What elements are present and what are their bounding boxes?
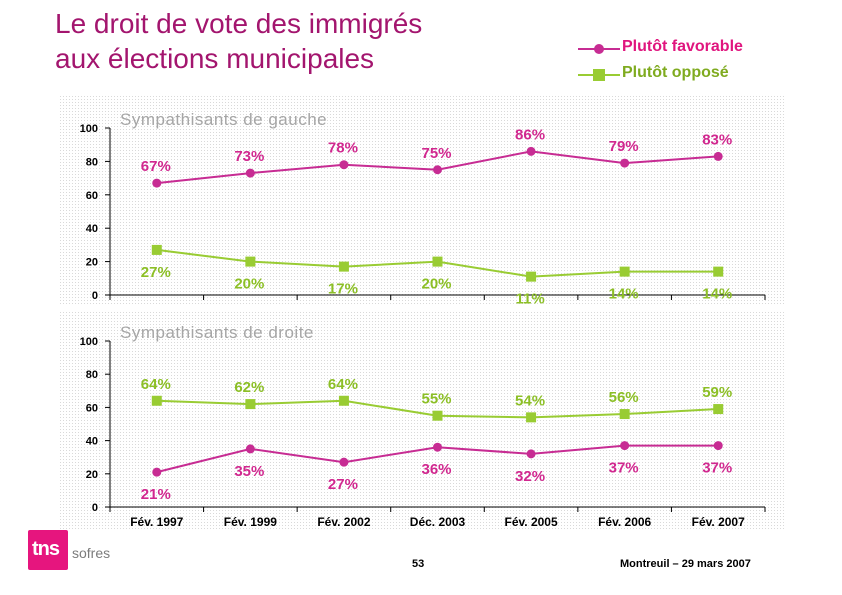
data-label-favorable: 35% <box>234 463 264 480</box>
y-tick-label: 0 <box>92 502 98 514</box>
title-line-2: aux élections municipales <box>55 43 375 74</box>
data-point-favorable <box>245 444 255 454</box>
data-label-oppose: 11% <box>515 291 544 308</box>
data-point-favorable <box>713 441 723 451</box>
data-label-oppose: 20% <box>421 276 451 293</box>
data-label-favorable: 79% <box>609 138 639 155</box>
x-category-label: Fév. 1997 <box>130 515 183 529</box>
legend-label-oppose: Plutôt opposé <box>622 64 729 81</box>
data-point-favorable <box>433 165 442 175</box>
y-tick-label: 40 <box>86 223 98 235</box>
data-point-oppose <box>432 410 443 421</box>
data-label-oppose: 17% <box>328 281 358 298</box>
data-label-oppose: 27% <box>141 264 171 281</box>
data-label-favorable: 75% <box>421 145 451 162</box>
x-category-label: Fév. 2005 <box>504 515 557 529</box>
data-label-favorable: 32% <box>515 468 545 485</box>
logo-tns-mark: tns <box>28 530 68 570</box>
y-tick-label: 100 <box>80 123 98 135</box>
data-label-favorable: 86% <box>515 126 545 143</box>
data-label-oppose: 56% <box>609 389 639 406</box>
data-point-oppose <box>151 395 162 406</box>
data-label-favorable: 37% <box>609 460 639 477</box>
data-point-favorable <box>152 178 162 188</box>
data-label-oppose: 54% <box>515 392 545 409</box>
chart-panel-background <box>60 312 785 530</box>
data-point-favorable <box>620 158 630 168</box>
data-label-favorable: 36% <box>421 461 451 478</box>
legend-marker-favorable <box>578 44 620 54</box>
logo-sofres-text: sofres <box>72 545 111 561</box>
x-category-label: Fév. 2006 <box>598 515 651 529</box>
data-point-favorable <box>526 146 536 156</box>
legend-marker-oppose <box>578 69 620 81</box>
data-point-oppose <box>151 244 162 255</box>
data-point-favorable <box>620 441 630 451</box>
data-label-oppose: 14% <box>702 286 732 303</box>
y-tick-label: 60 <box>86 402 98 414</box>
data-point-favorable <box>433 442 442 452</box>
data-label-oppose: 14% <box>609 286 639 303</box>
data-point-favorable <box>152 467 162 477</box>
data-point-oppose <box>245 256 256 267</box>
x-category-label: Fév. 2002 <box>317 515 370 529</box>
data-label-oppose: 64% <box>141 376 171 393</box>
logo-tns-text: tns <box>32 538 60 560</box>
x-category-label: Déc. 2003 <box>410 515 466 529</box>
legend-label-favorable: Plutôt favorable <box>622 38 743 55</box>
data-point-favorable <box>245 168 255 178</box>
y-tick-label: 60 <box>86 190 98 202</box>
data-label-favorable: 83% <box>702 131 732 148</box>
data-label-favorable: 37% <box>702 460 732 477</box>
data-label-favorable: 78% <box>328 140 358 157</box>
data-point-favorable <box>526 449 536 459</box>
data-point-oppose <box>432 256 443 267</box>
y-tick-label: 80 <box>86 369 98 381</box>
data-label-oppose: 55% <box>421 391 451 408</box>
data-point-oppose <box>526 412 537 423</box>
data-label-favorable: 73% <box>234 148 264 165</box>
data-point-favorable <box>713 151 723 161</box>
data-label-oppose: 62% <box>234 379 264 396</box>
data-point-oppose <box>713 404 724 415</box>
data-point-oppose <box>338 395 349 406</box>
data-label-oppose: 20% <box>234 276 264 293</box>
y-tick-label: 20 <box>86 469 98 481</box>
x-category-label: Fév. 2007 <box>692 515 745 529</box>
page-number: 53 <box>412 558 425 570</box>
title-line-1: Le droit de vote des immigrés <box>55 8 423 39</box>
y-tick-label: 20 <box>86 257 98 269</box>
slide-title: Le droit de vote des immigrés aux électi… <box>55 6 475 76</box>
data-label-oppose: 64% <box>328 376 358 393</box>
y-tick-label: 100 <box>80 336 98 348</box>
chart-panel-title: Sympathisants de droite <box>120 323 314 342</box>
y-tick-label: 0 <box>92 290 98 302</box>
data-point-favorable <box>339 457 349 467</box>
data-label-favorable: 27% <box>328 476 358 493</box>
data-point-oppose <box>619 266 630 277</box>
y-tick-label: 40 <box>86 436 98 448</box>
data-point-oppose <box>713 266 724 277</box>
data-label-favorable: 21% <box>141 486 171 503</box>
y-tick-label: 80 <box>86 156 98 168</box>
data-label-favorable: 67% <box>141 158 171 175</box>
x-category-label: Fév. 1999 <box>224 515 277 529</box>
data-point-oppose <box>619 409 630 420</box>
chart-panel-title: Sympathisants de gauche <box>120 110 327 129</box>
data-point-favorable <box>339 160 349 170</box>
data-point-oppose <box>526 271 537 282</box>
footer-date: Montreuil – 29 mars 2007 <box>620 558 751 570</box>
data-label-oppose: 59% <box>702 384 732 401</box>
data-point-oppose <box>245 399 256 410</box>
data-point-oppose <box>338 261 349 272</box>
